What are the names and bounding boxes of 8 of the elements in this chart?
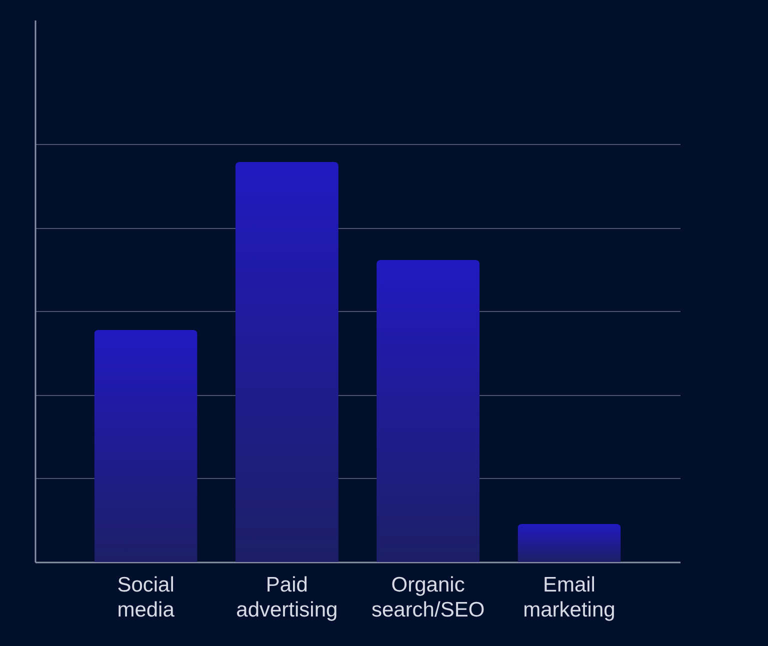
x-tick-label: Paid advertising: [236, 574, 338, 622]
x-tick-label: Social media: [117, 574, 175, 622]
x-tick-label: Email marketing: [523, 574, 616, 622]
bar: [518, 524, 621, 562]
bar: [376, 260, 480, 562]
bar: [235, 162, 338, 562]
bar: [94, 330, 198, 562]
x-tick-label: Organic search/SEO: [371, 574, 485, 622]
